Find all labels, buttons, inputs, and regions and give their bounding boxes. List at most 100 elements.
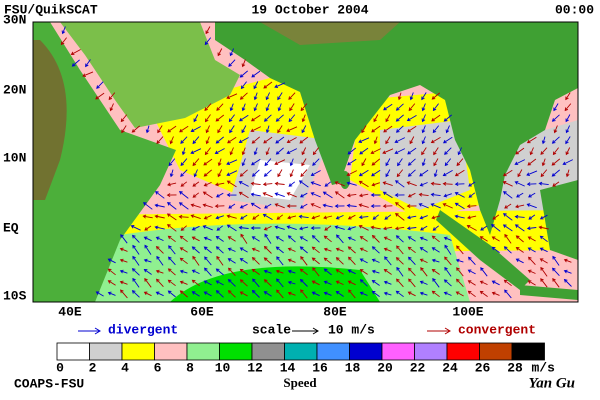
wind-arrow: [454, 191, 465, 198]
wind-arrow: [385, 136, 391, 145]
wind-arrow: [191, 225, 200, 231]
header-date: 19 October 2004: [251, 2, 368, 17]
wind-arrow: [215, 215, 224, 220]
wind-arrow: [443, 114, 452, 122]
wind-arrow: [394, 193, 405, 197]
wind-arrow: [408, 103, 416, 112]
wind-arrow: [239, 169, 248, 177]
wind-arrow: [299, 226, 309, 231]
wind-arrow: [167, 279, 176, 287]
wind-arrow: [300, 169, 308, 178]
wind-arrow: [371, 269, 380, 274]
wind-arrow: [419, 236, 428, 241]
wind-arrow: [263, 291, 272, 297]
wind-arrow: [180, 225, 187, 231]
wind-arrow: [263, 114, 272, 122]
wind-arrow: [431, 258, 440, 263]
wind-arrow: [432, 125, 440, 134]
wind-arrow: [289, 103, 295, 112]
wind-arrow: [397, 158, 403, 167]
wind-arrow: [298, 180, 309, 188]
wind-arrow: [553, 125, 558, 134]
colorbar-tick: 24: [442, 360, 458, 375]
wind-arrow: [132, 277, 140, 288]
wind-arrow: [95, 291, 104, 297]
wind-arrow: [250, 181, 261, 186]
wind-arrow: [419, 291, 428, 296]
wind-arrow: [334, 204, 345, 208]
wind-arrow: [382, 191, 393, 199]
wind-arrow: [361, 125, 367, 134]
wind-arrow: [359, 147, 369, 155]
wind-arrow: [383, 236, 392, 242]
wind-arrow: [203, 158, 213, 166]
wind-arrow: [179, 269, 188, 274]
wind-arrow: [107, 268, 116, 276]
wind-arrow: [456, 158, 464, 167]
wind-arrow: [167, 202, 177, 210]
wind-arrow: [288, 114, 296, 123]
wind-arrow: [419, 215, 428, 220]
wind-arrow: [301, 125, 307, 134]
wind-arrow: [300, 289, 308, 299]
wind-arrow: [370, 204, 381, 208]
lat-label: 20N: [3, 82, 26, 97]
wind-arrow: [132, 234, 140, 243]
wind-arrow: [503, 246, 512, 254]
wind-arrow: [347, 158, 357, 166]
wind-arrow: [408, 278, 416, 288]
wind-arrow: [442, 170, 453, 177]
wind-arrow: [227, 258, 236, 264]
wind-arrow: [275, 147, 284, 155]
wind-arrow: [407, 169, 416, 177]
wind-arrow: [420, 225, 428, 231]
wind-arrow: [311, 257, 320, 265]
wind-arrow: [179, 257, 188, 265]
wind-arrow: [205, 114, 211, 123]
wind-arrow: [155, 269, 164, 274]
wind-arrow: [310, 192, 321, 198]
wind-arrow: [132, 244, 140, 255]
wind-arrow: [250, 126, 262, 133]
wind-arrow: [455, 258, 464, 263]
wind-arrow: [442, 181, 453, 186]
wind-arrow: [336, 234, 344, 244]
wind-arrow: [562, 159, 574, 166]
wind-arrow: [190, 214, 201, 220]
wind-arrow: [383, 280, 392, 285]
wind-arrow: [515, 204, 525, 209]
wind-arrow: [216, 255, 224, 266]
wind-arrow: [539, 214, 548, 220]
wind-arrow: [371, 169, 381, 177]
wind-arrow: [526, 182, 537, 186]
wind-arrow: [238, 114, 249, 122]
wind-arrow: [323, 280, 332, 285]
wind-arrow: [238, 137, 249, 144]
wind-arrow: [169, 136, 174, 145]
wind-arrow: [385, 114, 391, 123]
wind-arrow: [503, 191, 513, 199]
wind-arrow: [430, 181, 441, 186]
wind-arrow: [229, 48, 235, 57]
wind-arrow: [372, 214, 379, 220]
colorbar-unit: m/s: [532, 360, 556, 375]
wind-arrow: [565, 147, 571, 156]
land: [60, 22, 240, 128]
wind-arrow: [167, 125, 177, 133]
wind-arrow: [565, 125, 571, 134]
wind-arrow: [239, 247, 248, 253]
wind-arrow: [251, 268, 260, 275]
wind-arrow: [444, 244, 452, 255]
wind-arrow: [298, 214, 309, 219]
wind-arrow: [226, 224, 237, 232]
wind-arrow: [479, 236, 488, 242]
wind-arrow: [515, 235, 524, 243]
wind-arrow: [526, 136, 537, 144]
wind-arrow: [311, 280, 320, 286]
wind-arrow: [262, 192, 273, 198]
wind-arrow: [491, 236, 500, 242]
wind-arrow: [263, 225, 272, 231]
wind-arrow: [407, 158, 416, 166]
wind-arrow: [538, 181, 549, 186]
wind-arrow: [168, 158, 176, 167]
